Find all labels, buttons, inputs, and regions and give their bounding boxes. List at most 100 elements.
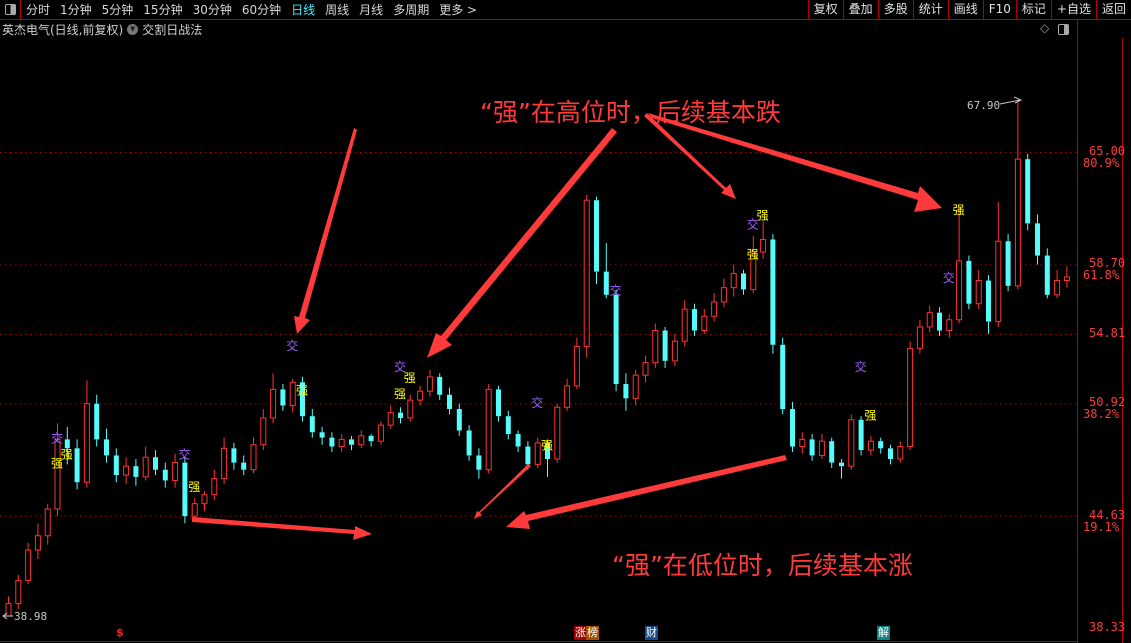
max-price-label: 67.90 xyxy=(967,99,1001,112)
candle-body xyxy=(309,416,315,433)
candle xyxy=(142,446,149,481)
toolbar-button[interactable]: 多股 xyxy=(877,0,913,19)
candle xyxy=(368,434,374,447)
candle xyxy=(858,416,864,456)
period-tab[interactable]: 日线 xyxy=(291,3,316,17)
candle xyxy=(760,221,767,260)
candle-body xyxy=(671,340,678,362)
arrow-1 xyxy=(294,128,357,334)
layout-toggle-icon[interactable] xyxy=(1058,24,1069,35)
period-tab[interactable]: 60分钟 xyxy=(241,3,282,17)
marker-jie[interactable]: 解 xyxy=(877,626,890,640)
candle xyxy=(417,385,424,406)
candle-body xyxy=(289,381,296,406)
indicator-dropdown-icon[interactable]: ▼ xyxy=(127,23,139,35)
candle xyxy=(319,426,325,445)
candle xyxy=(995,201,1002,327)
price-label: 58.70 xyxy=(1089,256,1126,271)
toolbar-button[interactable]: 返回 xyxy=(1095,0,1131,19)
candle xyxy=(692,303,697,336)
toolbar-button[interactable]: 画线 xyxy=(947,0,983,19)
candle xyxy=(937,307,942,336)
candle-body xyxy=(94,403,100,440)
toolbar-button[interactable]: +自选 xyxy=(1050,0,1096,19)
candle xyxy=(780,337,786,415)
signal-jiao: 交 xyxy=(394,359,406,374)
candle xyxy=(888,444,893,465)
candle-body xyxy=(515,434,521,447)
toolbar-button[interactable]: 叠加 xyxy=(842,0,878,19)
candle-body xyxy=(770,239,776,345)
candle-body xyxy=(485,388,492,471)
candle xyxy=(770,234,776,354)
candle-body xyxy=(133,466,139,477)
marker-cai[interactable]: 财 xyxy=(645,626,658,640)
candle xyxy=(398,407,403,424)
candles xyxy=(5,100,1070,617)
signal-qiang: 强 xyxy=(404,371,416,385)
candle xyxy=(564,378,571,411)
signal-qiang: 强 xyxy=(757,208,769,222)
period-tab[interactable]: 1分钟 xyxy=(60,3,92,17)
marker-bang[interactable]: 榜 xyxy=(586,626,599,640)
candle xyxy=(1044,248,1050,299)
period-tab[interactable]: 30分钟 xyxy=(192,3,232,17)
period-tab[interactable]: 更多 > xyxy=(439,3,478,17)
period-tab[interactable]: 5分钟 xyxy=(101,3,134,17)
candle-body xyxy=(280,389,286,406)
candle-body xyxy=(818,440,825,456)
candle-body xyxy=(946,319,953,332)
candle-body xyxy=(182,462,188,517)
candle-body xyxy=(937,312,942,331)
candle-body xyxy=(338,438,345,448)
annotation-arrows xyxy=(192,113,942,540)
candle-body xyxy=(349,439,354,445)
period-tab[interactable]: 多周期 xyxy=(393,3,430,17)
period-tab[interactable]: 周线 xyxy=(325,3,350,17)
candle-body xyxy=(34,535,41,551)
candle-body xyxy=(142,456,149,478)
marker-dollar[interactable]: $ xyxy=(116,626,124,639)
candle xyxy=(839,459,844,479)
candle-body xyxy=(867,440,874,451)
price-label: 38.33 xyxy=(1089,620,1126,635)
price-label: 44.63 xyxy=(1089,507,1126,522)
candle-body xyxy=(603,271,609,295)
candle xyxy=(250,437,257,474)
candle-body xyxy=(858,419,864,451)
marker-zhang[interactable]: 涨 xyxy=(574,626,587,640)
candle-body xyxy=(54,438,61,510)
candle xyxy=(701,309,708,335)
candle xyxy=(867,435,874,456)
candle xyxy=(926,305,933,333)
toolbar-button[interactable]: 统计 xyxy=(912,0,948,19)
candle-body xyxy=(956,260,963,321)
candle xyxy=(387,405,394,429)
candle-body xyxy=(848,419,855,467)
candle xyxy=(662,326,668,368)
candle-body xyxy=(986,280,991,322)
indicator-name[interactable]: 交割日战法 xyxy=(142,22,203,37)
period-tab[interactable]: 月线 xyxy=(359,3,384,17)
candle-body xyxy=(1044,255,1050,295)
candle xyxy=(437,373,443,401)
toolbar-button[interactable]: 复权 xyxy=(807,0,843,19)
percent-label: 80.9% xyxy=(1083,156,1120,170)
panel-toggle-icon[interactable] xyxy=(0,0,21,19)
period-tab[interactable]: 分时 xyxy=(26,3,51,17)
candle-body xyxy=(1054,280,1061,296)
candle-body xyxy=(720,287,727,303)
toolbar-button[interactable]: F10 xyxy=(982,0,1016,19)
period-tab[interactable]: 15分钟 xyxy=(143,3,183,17)
diamond-icon[interactable]: ◇ xyxy=(1040,21,1050,35)
price-label: 54.81 xyxy=(1089,325,1126,340)
candle xyxy=(1014,100,1021,290)
signal-jiao: 交 xyxy=(855,359,867,374)
candle xyxy=(652,323,659,368)
toolbar-button[interactable]: 标记 xyxy=(1015,0,1051,19)
candle xyxy=(153,450,158,476)
candle xyxy=(720,278,727,308)
candle xyxy=(191,498,198,520)
